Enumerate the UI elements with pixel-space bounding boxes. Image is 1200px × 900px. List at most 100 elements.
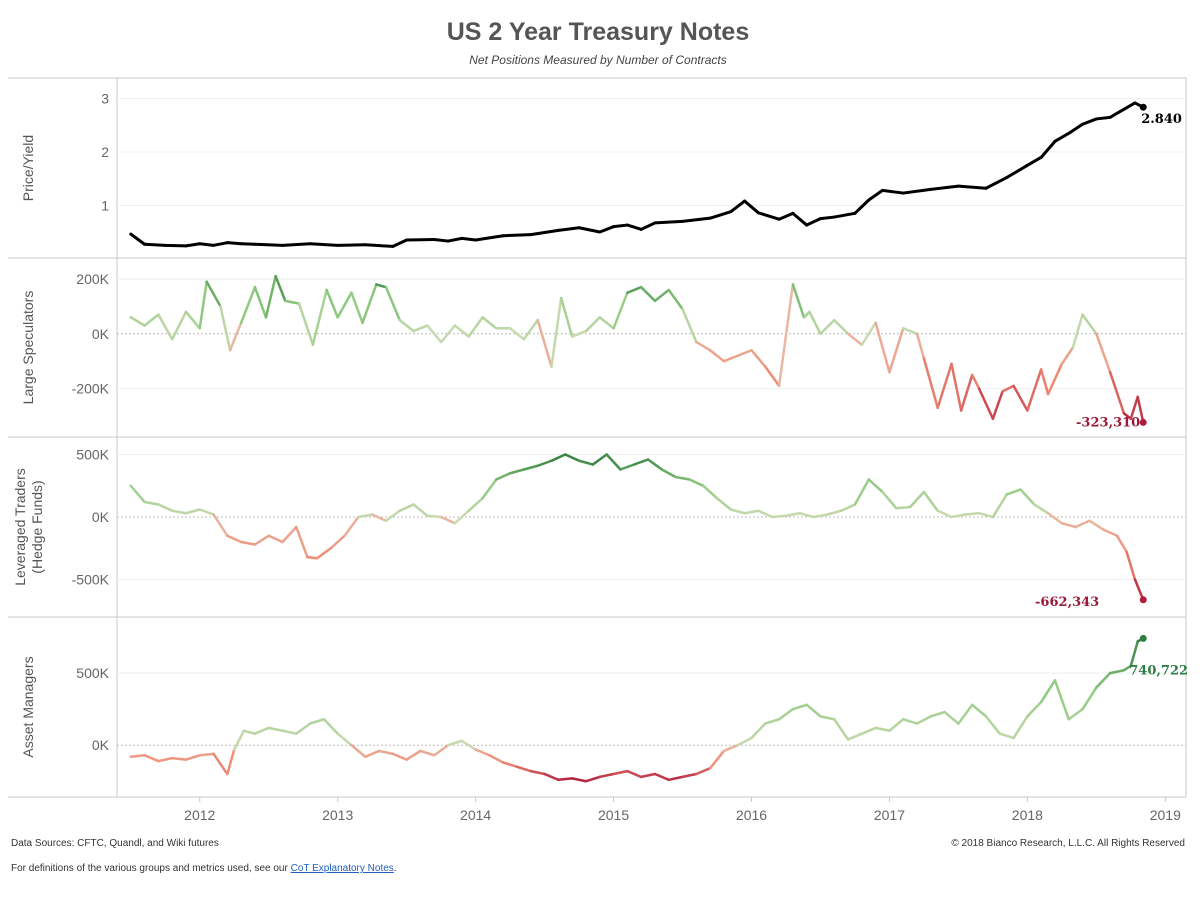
series-segment bbox=[364, 749, 381, 758]
series-segment bbox=[375, 283, 388, 289]
series-segment bbox=[881, 188, 905, 195]
series-segment bbox=[239, 242, 257, 246]
series-segment bbox=[722, 354, 739, 363]
series-segment bbox=[984, 715, 1002, 735]
series-segment bbox=[363, 243, 395, 248]
last-value-label: -323,310 bbox=[1076, 415, 1140, 430]
series-segment bbox=[832, 211, 857, 219]
x-tick-label: 2019 bbox=[1150, 807, 1181, 823]
series-segment bbox=[736, 348, 753, 357]
series-segment bbox=[508, 468, 526, 475]
series-segment bbox=[1122, 101, 1137, 111]
series-segment bbox=[370, 513, 388, 522]
last-point-marker bbox=[1139, 634, 1147, 642]
series-segment bbox=[1060, 346, 1075, 366]
series-segment bbox=[170, 310, 188, 341]
last-point-marker bbox=[1139, 103, 1147, 111]
series-segment bbox=[570, 329, 588, 338]
y-tick-label: -200K bbox=[72, 381, 110, 397]
series-segment bbox=[1129, 395, 1139, 421]
series-segment bbox=[170, 509, 188, 515]
footer-copyright: © 2018 Bianco Research, L.L.C. All Right… bbox=[951, 838, 1185, 849]
series-segment bbox=[439, 324, 457, 344]
series-segment bbox=[874, 321, 891, 374]
series-segment bbox=[833, 318, 850, 336]
series-segment bbox=[267, 726, 284, 733]
series-segment bbox=[867, 478, 884, 494]
cot-explanatory-notes-link[interactable]: CoT Explanatory Notes bbox=[290, 863, 394, 874]
series-segment bbox=[184, 310, 202, 330]
y-tick-label: 500K bbox=[76, 665, 109, 681]
series-segment bbox=[695, 340, 712, 352]
series-segment bbox=[812, 513, 829, 519]
series-segment bbox=[881, 490, 898, 510]
series-segment bbox=[556, 226, 581, 232]
series-segment bbox=[453, 509, 470, 525]
series-segment bbox=[915, 715, 933, 725]
series-segment bbox=[239, 540, 257, 546]
series-segment bbox=[267, 534, 284, 544]
last-value-label: -662,343 bbox=[1035, 595, 1099, 610]
series-segment bbox=[474, 234, 505, 242]
x-tick-label: 2013 bbox=[322, 807, 353, 823]
y-tick-label: 0K bbox=[92, 326, 110, 342]
series-segment bbox=[1108, 107, 1126, 119]
y-tick-label: 1 bbox=[101, 197, 109, 213]
series-segment bbox=[212, 752, 229, 776]
x-tick-label: 2014 bbox=[460, 807, 491, 823]
series-segment bbox=[777, 283, 795, 388]
series-segment bbox=[639, 772, 657, 779]
y-axis-title-line: Asset Managers bbox=[20, 656, 36, 757]
series-segment bbox=[1039, 368, 1050, 396]
series-segment bbox=[936, 509, 953, 519]
series-segment bbox=[1136, 395, 1145, 424]
series-segment bbox=[253, 242, 285, 247]
series-segment bbox=[846, 732, 864, 741]
y-tick-label: 3 bbox=[101, 91, 109, 107]
series-segment bbox=[412, 503, 429, 517]
series-segment bbox=[729, 508, 746, 515]
series-segment bbox=[306, 555, 319, 560]
series-segment bbox=[1046, 512, 1064, 525]
series-segment bbox=[143, 500, 160, 506]
series-segment bbox=[281, 525, 298, 544]
series-segment bbox=[308, 718, 326, 725]
series-segment bbox=[481, 478, 498, 500]
series-segment bbox=[956, 184, 988, 190]
series-segment bbox=[984, 176, 1009, 190]
series-segment bbox=[1033, 503, 1050, 515]
series-segment bbox=[522, 318, 539, 341]
series-segment bbox=[729, 199, 747, 214]
series-line bbox=[129, 274, 1145, 424]
series-segment bbox=[1071, 313, 1084, 349]
series-segment bbox=[361, 283, 378, 325]
series-segment bbox=[764, 365, 781, 388]
series-segment bbox=[936, 362, 953, 410]
series-segment bbox=[1012, 715, 1029, 740]
series-segment bbox=[315, 547, 333, 560]
series-segment bbox=[750, 348, 767, 368]
panel-1: 1 2 3 Price/Yield 2.840 bbox=[8, 91, 1186, 259]
series-segment bbox=[750, 722, 767, 740]
series-segment bbox=[598, 316, 615, 330]
series-segment bbox=[426, 324, 443, 344]
series-segment bbox=[405, 749, 422, 761]
series-segment bbox=[336, 243, 367, 247]
series-segment bbox=[1039, 679, 1057, 704]
series-segment bbox=[501, 233, 533, 238]
series-segment bbox=[853, 478, 870, 506]
series-segment bbox=[688, 478, 705, 487]
series-segment bbox=[198, 508, 215, 516]
series-segment bbox=[474, 748, 491, 757]
series-segment bbox=[1005, 163, 1029, 180]
series-segment bbox=[674, 475, 691, 481]
series-segment bbox=[667, 775, 684, 782]
series-segment bbox=[908, 490, 926, 509]
y-tick-label: 2 bbox=[101, 144, 109, 160]
series-segment bbox=[219, 305, 232, 352]
series-segment bbox=[598, 772, 615, 779]
series-segment bbox=[529, 769, 546, 776]
series-segment bbox=[1060, 522, 1077, 529]
series-segment bbox=[143, 754, 160, 763]
series-segment bbox=[398, 318, 415, 333]
